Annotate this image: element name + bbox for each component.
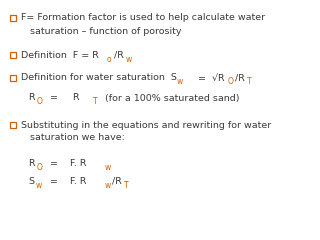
Text: =  √R: = √R [186, 73, 225, 83]
Text: F= Formation factor is used to help calculate water: F= Formation factor is used to help calc… [21, 13, 265, 23]
Text: O: O [228, 78, 234, 86]
Text: w: w [177, 78, 183, 86]
Text: T: T [124, 180, 129, 190]
Text: /R: /R [112, 176, 122, 186]
Text: /R: /R [235, 73, 245, 83]
Text: w: w [126, 54, 132, 64]
Text: O: O [37, 97, 43, 107]
Text: /R: /R [114, 50, 124, 60]
Text: Substituting in the equations and rewriting for water: Substituting in the equations and rewrit… [21, 120, 271, 130]
Text: Definition for water saturation  S: Definition for water saturation S [21, 73, 177, 83]
Text: R: R [28, 94, 35, 102]
Text: S: S [28, 176, 34, 186]
Text: =     R: = R [44, 94, 80, 102]
Text: w: w [36, 180, 42, 190]
Text: =    F. R: = F. R [44, 176, 86, 186]
Text: o: o [107, 54, 112, 64]
Text: (for a 100% saturated sand): (for a 100% saturated sand) [99, 94, 239, 102]
Text: Definition  F = R: Definition F = R [21, 50, 99, 60]
Text: =    F. R: = F. R [44, 158, 86, 168]
Text: w: w [105, 180, 111, 190]
Text: T: T [93, 97, 98, 107]
Text: T: T [247, 78, 252, 86]
Text: R: R [28, 158, 35, 168]
Text: saturation we have:: saturation we have: [30, 133, 125, 143]
Text: saturation – function of porosity: saturation – function of porosity [30, 26, 181, 36]
Text: O: O [37, 162, 43, 172]
Text: w: w [105, 162, 111, 172]
